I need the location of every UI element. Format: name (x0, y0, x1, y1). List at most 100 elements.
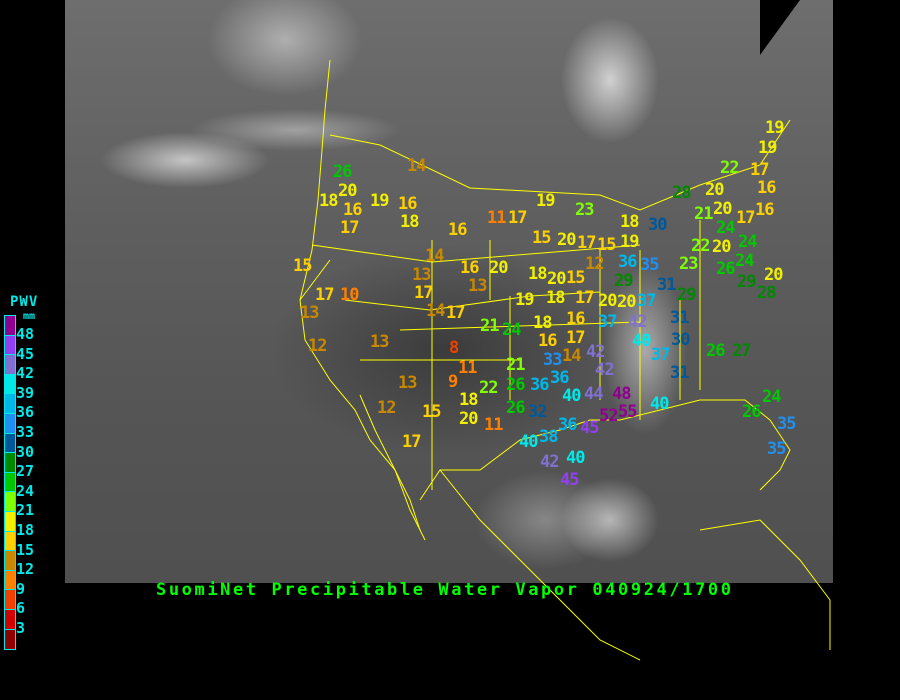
station-pwv-value: 17 (402, 432, 422, 452)
station-pwv-value: 33 (543, 350, 563, 370)
legend-label: 39 (16, 383, 35, 402)
satellite-map (65, 0, 833, 583)
legend-label: 36 (16, 403, 35, 422)
station-pwv-value: 20 (712, 237, 732, 257)
legend-swatch (5, 629, 15, 650)
legend-unit: mm (23, 311, 36, 322)
station-pwv-value: 37 (651, 345, 671, 365)
station-pwv-value: 15 (293, 256, 313, 276)
station-pwv-value: 29 (614, 271, 634, 291)
station-pwv-value: 37 (637, 291, 657, 311)
legend-label: 15 (16, 540, 35, 559)
station-pwv-value: 17 (340, 218, 360, 238)
station-pwv-value: 36 (530, 375, 550, 395)
station-pwv-value: 20 (598, 291, 618, 311)
station-pwv-value: 30 (648, 215, 668, 235)
station-pwv-value: 18 (620, 212, 640, 232)
station-pwv-value: 18 (546, 288, 566, 308)
station-pwv-value: 16 (757, 178, 777, 198)
legend-swatch (5, 531, 15, 552)
station-pwv-value: 17 (315, 285, 335, 305)
station-pwv-value: 28 (672, 183, 692, 203)
station-pwv-value: 17 (508, 208, 528, 228)
station-pwv-value: 42 (628, 312, 648, 332)
station-pwv-value: 16 (566, 309, 586, 329)
legend-swatch (5, 609, 15, 630)
station-pwv-value: 19 (620, 232, 640, 252)
mexico-coast (439, 469, 831, 661)
legend-label: 21 (16, 501, 35, 520)
legend-label: 12 (16, 560, 35, 579)
station-pwv-value: 32 (528, 402, 548, 422)
station-pwv-value: 42 (595, 360, 615, 380)
station-pwv-value: 16 (460, 258, 480, 278)
legend-label: 45 (16, 344, 35, 363)
station-pwv-value: 19 (765, 118, 785, 138)
station-pwv-value: 36 (618, 252, 638, 272)
station-pwv-value: 15 (597, 235, 617, 255)
station-pwv-value: 52 (599, 406, 619, 426)
station-pwv-value: 42 (586, 342, 606, 362)
legend-label: 48 (16, 325, 35, 343)
station-pwv-value: 20 (617, 292, 637, 312)
station-pwv-value: 15 (566, 268, 586, 288)
station-pwv-value: 14 (562, 346, 582, 366)
station-pwv-value: 31 (670, 308, 690, 328)
station-pwv-value: 14 (407, 156, 427, 176)
station-pwv-value: 9 (448, 372, 458, 392)
legend-swatch (5, 472, 15, 493)
station-pwv-value: 17 (575, 288, 595, 308)
station-pwv-value: 8 (449, 338, 459, 358)
station-pwv-value: 26 (506, 375, 526, 395)
legend-swatch (5, 551, 15, 571)
legend-color-bar (4, 315, 16, 651)
legend-label: 18 (16, 521, 35, 539)
station-pwv-value: 20 (547, 269, 567, 289)
station-pwv-value: 19 (370, 191, 390, 211)
station-pwv-value: 15 (532, 228, 552, 248)
station-pwv-value: 14 (425, 246, 445, 266)
station-pwv-value: 13 (300, 303, 320, 323)
station-pwv-value: 36 (550, 368, 570, 388)
legend-swatch (5, 335, 15, 356)
station-pwv-value: 35 (777, 414, 797, 434)
station-pwv-value: 20 (764, 265, 784, 285)
legend-title: PWV (10, 294, 39, 310)
legend-swatch (5, 374, 15, 395)
station-pwv-value: 35 (640, 255, 660, 275)
station-pwv-value: 18 (400, 212, 420, 232)
station-pwv-value: 20 (713, 199, 733, 219)
legend-swatch (5, 570, 15, 591)
station-pwv-value: 17 (736, 208, 756, 228)
station-pwv-value: 45 (580, 418, 600, 438)
station-pwv-value: 23 (679, 254, 699, 274)
legend-label: 3 (16, 619, 26, 637)
station-pwv-value: 17 (446, 303, 466, 323)
station-pwv-value: 48 (612, 384, 632, 404)
legend-label: 27 (16, 462, 35, 481)
station-pwv-value: 40 (650, 394, 670, 414)
legend-swatch (5, 492, 15, 512)
legend-label: 42 (16, 364, 35, 383)
no-data-corner (760, 0, 800, 55)
legend-swatch (5, 413, 15, 434)
station-pwv-value: 18 (533, 313, 553, 333)
station-pwv-value: 19 (536, 191, 556, 211)
legend-label: 33 (16, 423, 35, 441)
station-pwv-value: 42 (540, 452, 560, 472)
station-pwv-value: 45 (560, 470, 580, 490)
legend-label: 9 (16, 579, 26, 598)
station-pwv-value: 24 (502, 320, 522, 340)
station-pwv-value: 22 (479, 378, 499, 398)
station-pwv-value: 17 (414, 283, 434, 303)
legend-swatch (5, 453, 15, 473)
station-pwv-value: 40 (566, 448, 586, 468)
station-pwv-value: 19 (758, 138, 778, 158)
station-pwv-value: 28 (757, 283, 777, 303)
station-pwv-value: 10 (340, 285, 360, 305)
station-pwv-value: 18 (319, 191, 339, 211)
station-pwv-value: 26 (716, 259, 736, 279)
station-pwv-value: 31 (657, 275, 677, 295)
station-pwv-value: 17 (577, 233, 597, 253)
